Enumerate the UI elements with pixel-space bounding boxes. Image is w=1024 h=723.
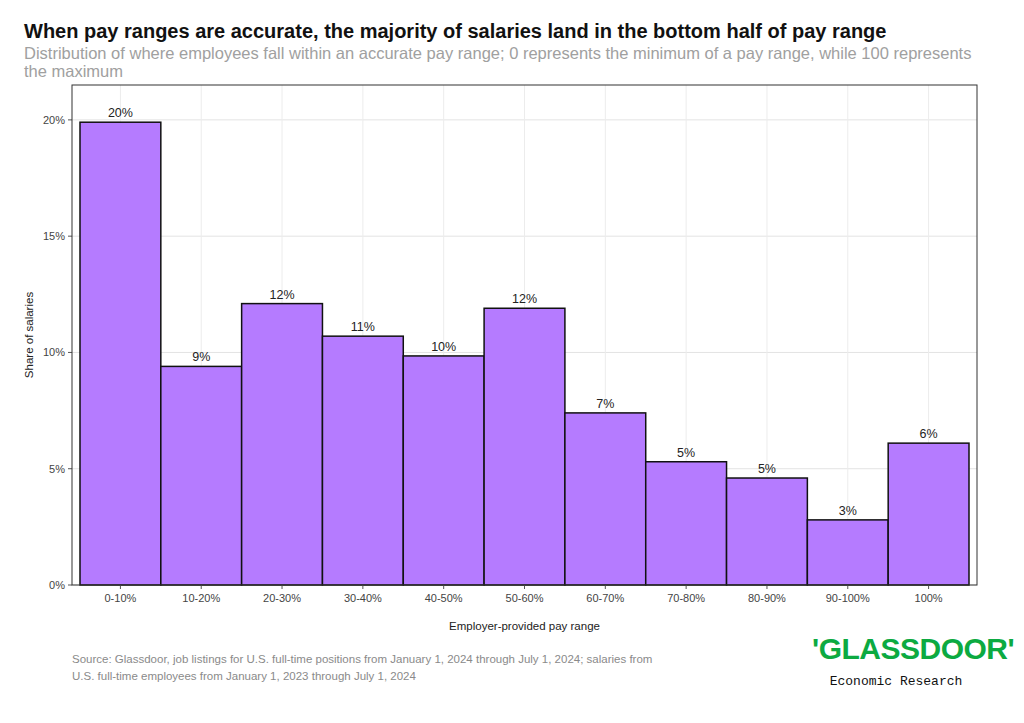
source: Source: Glassdoor, job listings for U.S.… bbox=[72, 651, 672, 685]
y-tick bbox=[68, 236, 72, 237]
logo: 'GLASSDOOR' bbox=[812, 632, 980, 666]
title: When pay ranges are accurate, the majori… bbox=[24, 20, 886, 43]
y-tick-label: 0% bbox=[49, 579, 65, 591]
bar bbox=[403, 356, 484, 585]
x-tick bbox=[362, 585, 363, 589]
bar bbox=[242, 304, 323, 585]
x-tick-label: 10-20% bbox=[182, 592, 220, 604]
data-label: 10% bbox=[431, 340, 456, 354]
data-label: 11% bbox=[351, 320, 375, 334]
y-tick bbox=[68, 352, 72, 353]
x-tick-label: 40-50% bbox=[425, 592, 463, 604]
bar bbox=[727, 478, 808, 585]
data-label: 12% bbox=[270, 288, 295, 302]
x-tick bbox=[282, 585, 283, 589]
bar bbox=[80, 122, 161, 585]
logo-subtitle: Economic Research bbox=[812, 674, 980, 689]
x-tick bbox=[605, 585, 606, 589]
y-tick bbox=[68, 119, 72, 120]
data-label: 5% bbox=[758, 462, 776, 476]
x-tick bbox=[766, 585, 767, 589]
x-tick-label: 0-10% bbox=[105, 592, 137, 604]
x-tick bbox=[524, 585, 525, 589]
x-axis-label: Employer-provided pay range bbox=[449, 620, 600, 632]
x-tick bbox=[686, 585, 687, 589]
bar bbox=[565, 413, 646, 585]
x-tick bbox=[120, 585, 121, 589]
bar bbox=[161, 366, 242, 585]
plot-background bbox=[72, 85, 977, 585]
y-tick-label: 5% bbox=[49, 463, 65, 475]
y-tick bbox=[68, 468, 72, 469]
bar bbox=[322, 336, 403, 585]
y-tick-label: 20% bbox=[43, 114, 65, 126]
data-label: 7% bbox=[596, 397, 614, 411]
x-tick bbox=[928, 585, 929, 589]
x-tick bbox=[847, 585, 848, 589]
y-tick-label: 15% bbox=[43, 230, 65, 242]
x-tick bbox=[443, 585, 444, 589]
bar bbox=[888, 443, 969, 585]
data-label: 3% bbox=[839, 504, 857, 518]
x-tick-label: 100% bbox=[915, 592, 943, 604]
data-label: 6% bbox=[920, 427, 938, 441]
plot-frame bbox=[72, 85, 977, 585]
x-tick-label: 70-80% bbox=[667, 592, 705, 604]
bar bbox=[807, 520, 888, 585]
bar bbox=[646, 462, 727, 585]
x-tick-label: 90-100% bbox=[826, 592, 870, 604]
y-axis-label: Share of salaries bbox=[23, 292, 35, 379]
x-tick bbox=[201, 585, 202, 589]
subtitle: Distribution of where employees fall wit… bbox=[24, 44, 984, 80]
y-tick-label: 10% bbox=[43, 346, 65, 358]
data-label: 12% bbox=[512, 292, 537, 306]
x-tick-label: 80-90% bbox=[748, 592, 786, 604]
x-tick-label: 50-60% bbox=[506, 592, 544, 604]
bar bbox=[484, 308, 565, 585]
data-label: 20% bbox=[108, 106, 133, 120]
data-label: 9% bbox=[192, 350, 210, 364]
x-tick-label: 60-70% bbox=[586, 592, 624, 604]
x-tick-label: 30-40% bbox=[344, 592, 382, 604]
chart: 0% 5% 10% 15% 20% 20% 9% 12% 11% 10% 12% 7% 5% 5% 3% 6%… bbox=[0, 0, 1024, 723]
x-tick-label: 20-30% bbox=[263, 592, 301, 604]
y-tick bbox=[68, 585, 72, 586]
data-label: 5% bbox=[677, 446, 695, 460]
